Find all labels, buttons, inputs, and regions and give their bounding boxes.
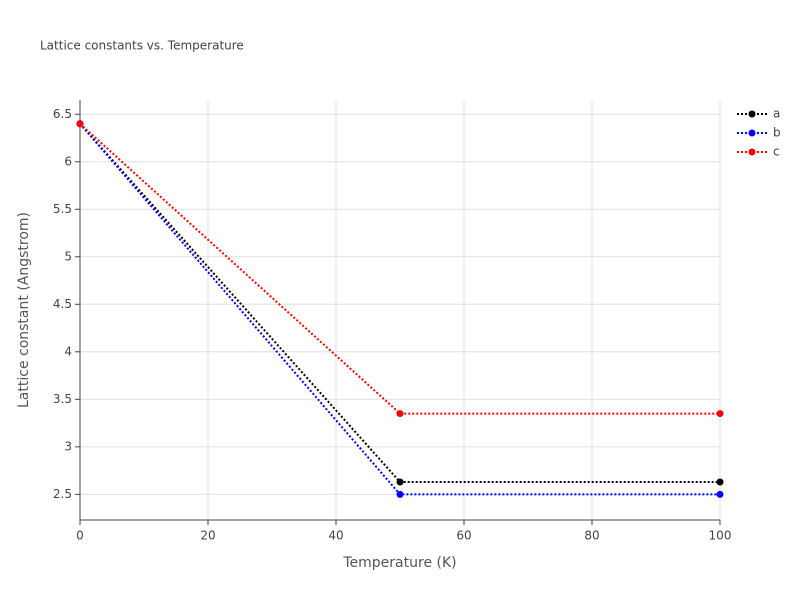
x-tick-label: 80 <box>584 529 599 543</box>
series-line <box>79 123 720 415</box>
chart-title: Lattice constants vs. Temperature <box>40 39 244 53</box>
data-point <box>396 478 404 486</box>
data-point <box>716 410 724 418</box>
legend-marker <box>748 129 756 137</box>
y-tick-label: 4.5 <box>53 297 72 311</box>
y-tick-label: 4 <box>64 344 72 358</box>
series-line <box>79 123 720 496</box>
legend-label: b <box>773 126 781 140</box>
x-tick-label: 20 <box>200 529 215 543</box>
x-tick-label: 40 <box>328 529 343 543</box>
y-tick-label: 6.5 <box>53 107 72 121</box>
y-tick-label: 6 <box>64 154 72 168</box>
legend-marker <box>748 148 756 156</box>
y-tick-label: 5 <box>64 249 72 263</box>
x-tick-label: 100 <box>709 529 732 543</box>
data-point <box>396 410 404 418</box>
y-axis-label: Lattice constant (Angstrom) <box>16 212 32 408</box>
legend-label: c <box>773 145 780 159</box>
legend-marker <box>748 110 756 118</box>
y-tick-label: 3 <box>64 439 72 453</box>
x-tick-label: 0 <box>76 529 84 543</box>
data-point <box>716 478 724 486</box>
x-tick-label: 60 <box>456 529 471 543</box>
data-point <box>716 490 724 498</box>
x-axis-label: Temperature (K) <box>342 555 456 571</box>
series-line <box>79 123 720 483</box>
legend-label: a <box>773 107 780 121</box>
y-tick-label: 3.5 <box>53 392 72 406</box>
y-tick-label: 2.5 <box>53 487 72 501</box>
data-point <box>396 490 404 498</box>
data-point <box>76 120 84 128</box>
y-tick-label: 5.5 <box>53 202 72 216</box>
